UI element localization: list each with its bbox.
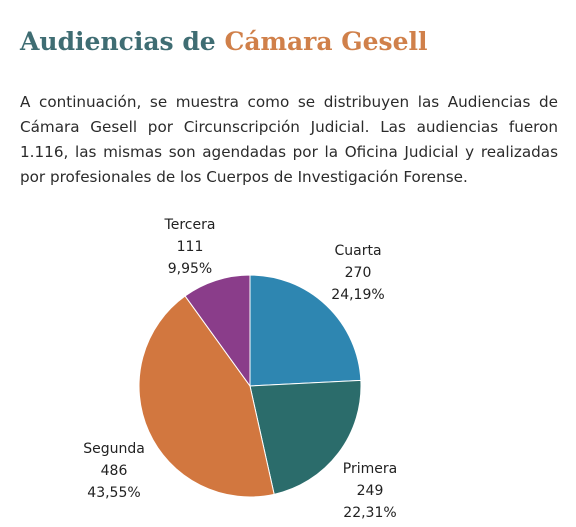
pie-pct-primera: 22,31% [343, 505, 396, 521]
pie-label-cuarta: Cuarta [334, 243, 381, 259]
pie-slices [138, 274, 362, 498]
pie-label-primera: Primera [343, 461, 397, 477]
title-part-2: Cámara Gesell [224, 27, 428, 56]
title-part-1: Audiencias de [20, 27, 216, 56]
pie-label-tercera: Tercera [164, 217, 216, 233]
intro-paragraph: A continuación, se muestra como se distr… [20, 93, 558, 186]
pie-labels: Cuarta 270 24,19% Primera 249 22,31% Segunda 48… [83, 217, 397, 521]
pie-value-segunda: 486 [101, 463, 128, 479]
pie-slice-cuarta [249, 274, 362, 387]
pie-value-tercera: 111 [177, 239, 204, 255]
pie-label-segunda: Segunda [83, 441, 145, 457]
pie-slice-tercera [184, 274, 251, 388]
pie-value-cuarta: 270 [345, 265, 372, 281]
pie-slice-primera [249, 379, 362, 495]
pie-pct-segunda: 43,55% [87, 485, 140, 501]
pie-value-primera: 249 [357, 483, 384, 499]
pie-chart: Cuarta 270 24,19% Primera 249 22,31% Segunda 48… [83, 217, 397, 521]
page-title: Audiencias de Cámara Gesell [20, 22, 428, 62]
pie-slice-segunda [138, 295, 275, 498]
pie-pct-tercera: 9,95% [168, 261, 212, 277]
pie-pct-cuarta: 24,19% [331, 287, 384, 303]
